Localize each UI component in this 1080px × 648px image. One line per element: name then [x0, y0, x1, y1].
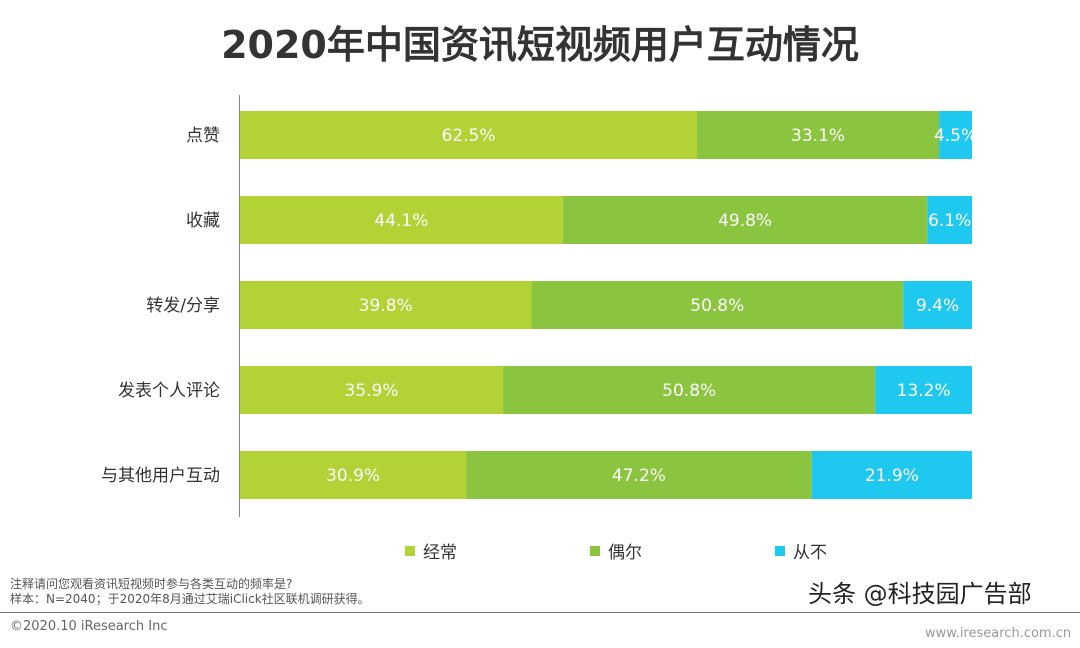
- bar-segment: [927, 196, 972, 244]
- bar-segment: [697, 111, 940, 159]
- sample-text: 样本：N=2040；于2020年8月通过艾瑞iClick社区联机调研获得。: [10, 592, 370, 606]
- data-label: 39.8%: [359, 296, 413, 316]
- watermark: 头条 @科技园广告部: [808, 580, 1032, 608]
- data-label: 13.2%: [897, 381, 951, 401]
- footnote: 注释请问您观看资讯短视频时参与各类互动的频率是? 样本：N=2040；于2020年…: [10, 577, 370, 607]
- chart-title: 2020年中国资讯短视频用户互动情况: [221, 23, 859, 67]
- data-label: 50.8%: [690, 296, 744, 316]
- data-label: 6.1%: [928, 211, 971, 231]
- site-url: www.iresearch.com.cn: [925, 626, 1072, 641]
- bar-segment: [562, 196, 928, 244]
- copyright: ©2020.10 iResearch Inc: [10, 619, 168, 634]
- bar-segment: [466, 451, 812, 499]
- legend-label: 经常: [423, 543, 457, 563]
- bar-segment: [875, 366, 972, 414]
- legend-swatch: [405, 545, 415, 556]
- data-label: 47.2%: [612, 466, 666, 486]
- data-label: 4.5%: [934, 126, 977, 146]
- stacked-bar-chart: 点赞 62.5% 33.1% 4.5% 收藏 44.1% 49.8% 6.1% 转发/分享 39.…: [101, 95, 977, 517]
- data-label: 30.9%: [326, 466, 380, 486]
- legend-item: 经常: [405, 538, 457, 563]
- legend-swatch: [590, 545, 600, 556]
- legend-item: 偶尔: [590, 538, 642, 563]
- data-label: 33.1%: [791, 126, 845, 146]
- legend-label: 偶尔: [608, 543, 642, 563]
- bar-segment: [903, 281, 972, 329]
- bar-segment: [240, 196, 563, 244]
- legend-swatch: [775, 545, 785, 556]
- category-label: 转发/分享: [146, 296, 220, 316]
- bar-segment: [503, 366, 876, 414]
- category-label: 与其他用户互动: [101, 466, 220, 486]
- category-label: 点赞: [186, 126, 220, 146]
- bar-segment: [939, 111, 972, 159]
- note-text: 注释请问您观看资讯短视频时参与各类互动的频率是?: [10, 577, 293, 591]
- bar-segment: [811, 451, 972, 499]
- data-label: 49.8%: [718, 211, 772, 231]
- legend-label: 从不: [793, 543, 827, 563]
- category-label: 收藏: [186, 211, 220, 231]
- data-label: 35.9%: [345, 381, 399, 401]
- bar-segment: [531, 281, 904, 329]
- data-label: 50.8%: [662, 381, 716, 401]
- data-label: 62.5%: [442, 126, 496, 146]
- data-label: 44.1%: [374, 211, 428, 231]
- category-label: 发表个人评论: [118, 381, 220, 401]
- data-label: 21.9%: [865, 466, 919, 486]
- divider: [0, 612, 1080, 613]
- bar-segment: [240, 111, 698, 159]
- bar-segment: [240, 451, 467, 499]
- bar-segment: [240, 281, 532, 329]
- data-label: 9.4%: [916, 296, 959, 316]
- bar-segment: [240, 366, 504, 414]
- legend-item: 从不: [775, 538, 827, 563]
